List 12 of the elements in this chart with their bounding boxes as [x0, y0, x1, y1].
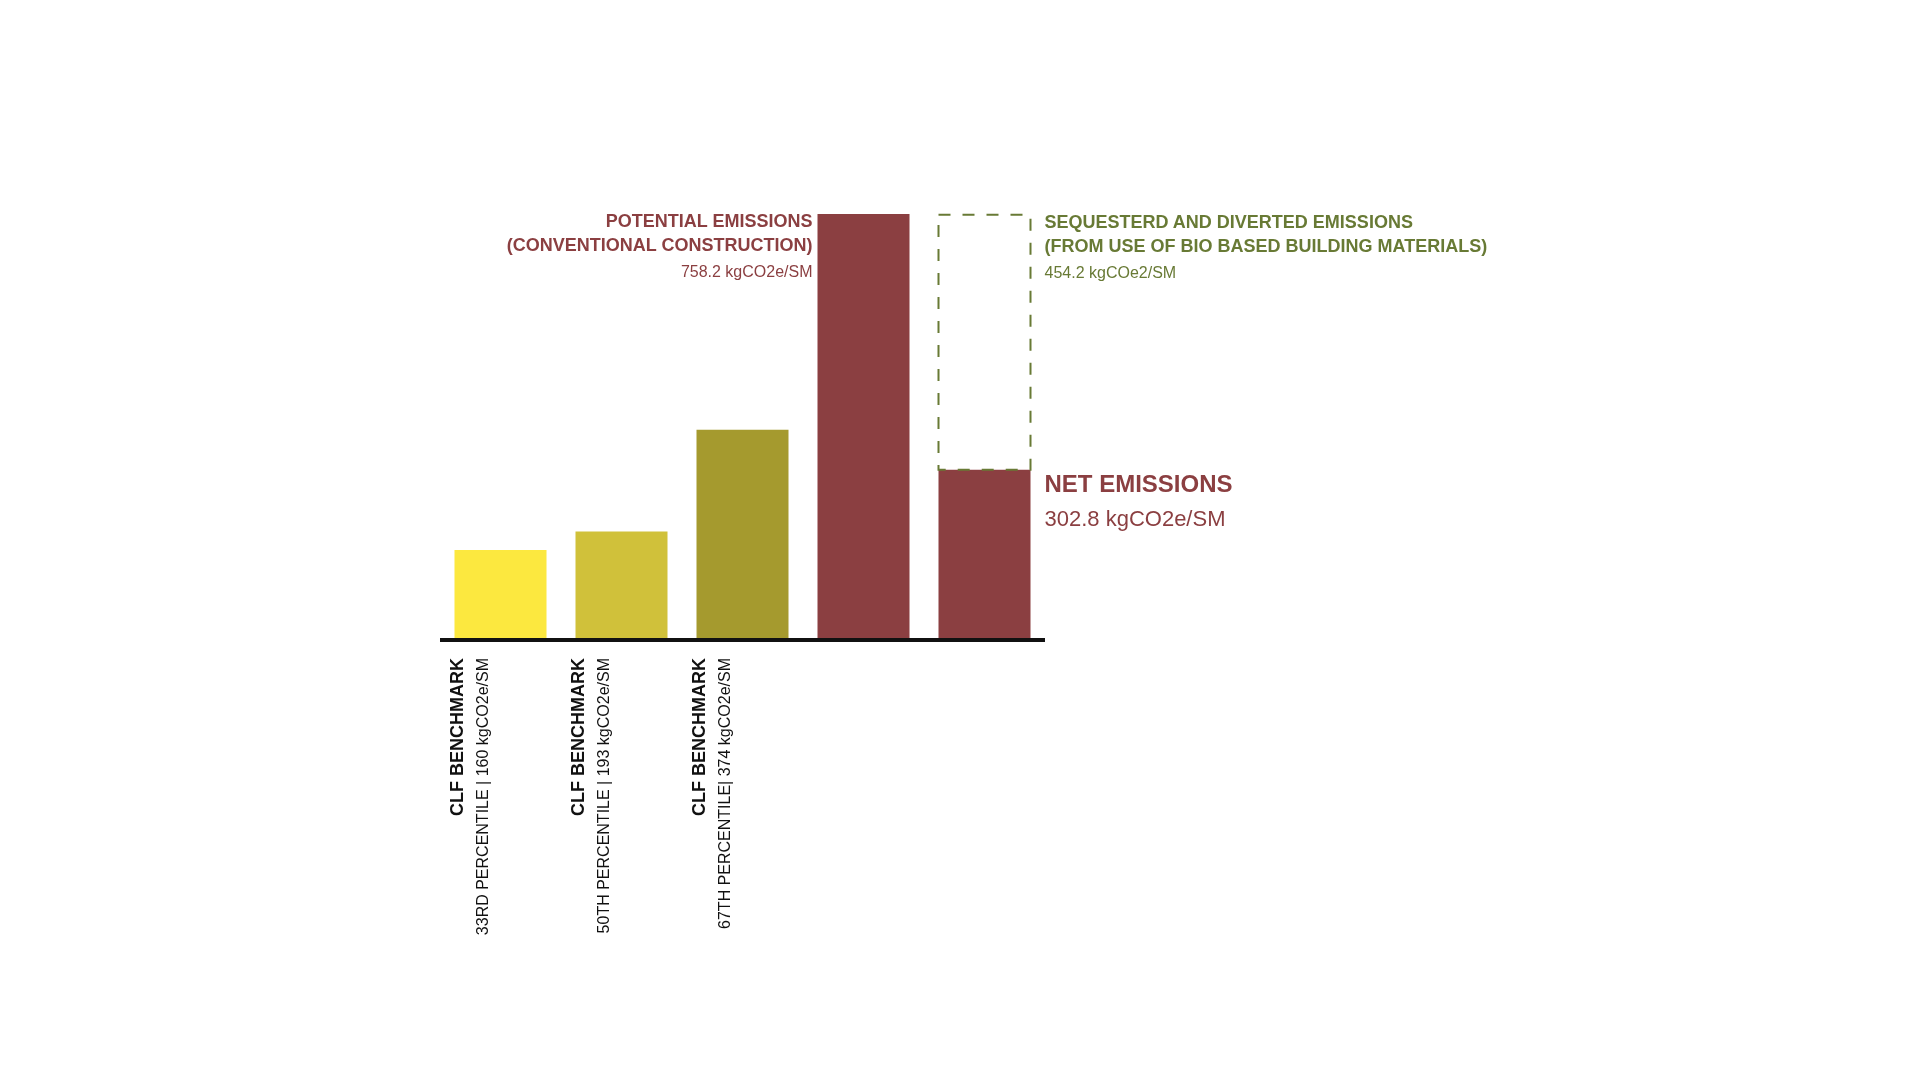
bar — [938, 469, 1031, 640]
x-tick-label: CLF BENCHMARK 33RD PERCENTILE | 160 kgCO2e/SM — [446, 658, 491, 936]
annotation: SEQUESTERD AND DIVERTED EMISSIONS (FROM USE OF BIO BASED BUILDING MATERIALS) 454.2 kgCOe2/SM — [1044, 211, 1488, 281]
bar — [454, 550, 547, 640]
bar — [575, 531, 668, 640]
bar — [696, 429, 789, 640]
bar — [817, 214, 910, 640]
annotation: POTENTIAL EMISSIONS (CONVENTIONAL CONSTRUCTION) 758.2 kgCO2e/SM — [506, 211, 813, 280]
bar — [937, 213, 1032, 471]
annotation: NET EMISSIONS 302.8 kgCO2e/SM — [1044, 469, 1233, 531]
x-tick-label: CLF BENCHMARK 50TH PERCENTILE | 193 kgCO2e/SM — [567, 658, 612, 934]
x-tick-label: CLF BENCHMARK 67TH PERCENTILE| 374 kgCO2e/SM — [688, 658, 733, 929]
